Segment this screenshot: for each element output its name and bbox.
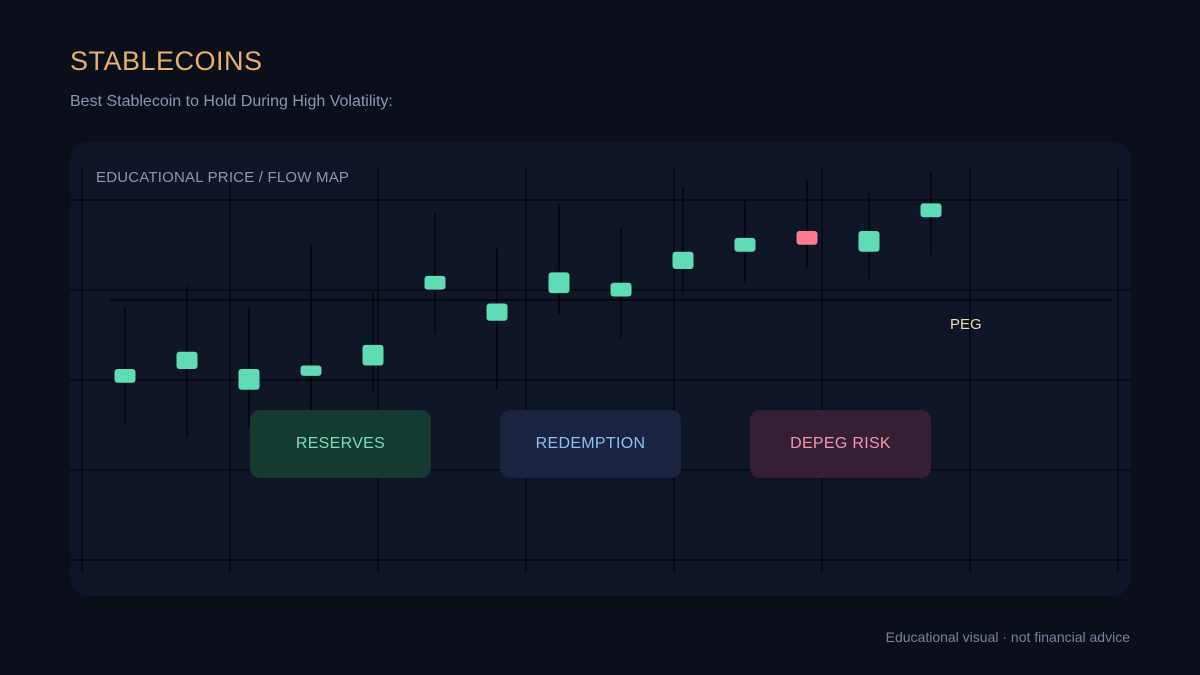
candle-bullish: [238, 369, 260, 390]
candle-bullish: [300, 365, 322, 376]
disclaimer-footer: Educational visual · not financial advic…: [885, 629, 1130, 645]
candle-bullish: [920, 203, 942, 218]
chart-panel-label: EDUCATIONAL PRICE / FLOW MAP: [96, 169, 350, 186]
redemption-chip: REDEMPTION: [500, 410, 681, 478]
peg-label: PEG: [950, 316, 982, 333]
candle-bearish: [796, 231, 818, 245]
reserves-chip: RESERVES: [250, 410, 431, 478]
depeg-risk-chip: DEPEG RISK: [750, 410, 931, 478]
candle-bullish: [858, 231, 880, 252]
candle-bullish: [548, 272, 570, 294]
candle-bullish: [176, 351, 198, 369]
candle-bullish: [734, 237, 756, 252]
page-title: STABLECOINS: [70, 46, 263, 76]
candle-bullish: [362, 344, 384, 366]
candle-bullish: [486, 303, 508, 321]
chart-panel: EDUCATIONAL PRICE / FLOW MAP PEG RESERVE…: [70, 142, 1131, 596]
candle-bullish: [672, 251, 694, 269]
candle-bullish: [610, 282, 632, 297]
page-subtitle: Best Stablecoin to Hold During High Vola…: [70, 93, 393, 110]
candlestick-chart: [70, 168, 1131, 572]
candle-bullish: [114, 369, 136, 383]
candle-bullish: [424, 275, 446, 290]
